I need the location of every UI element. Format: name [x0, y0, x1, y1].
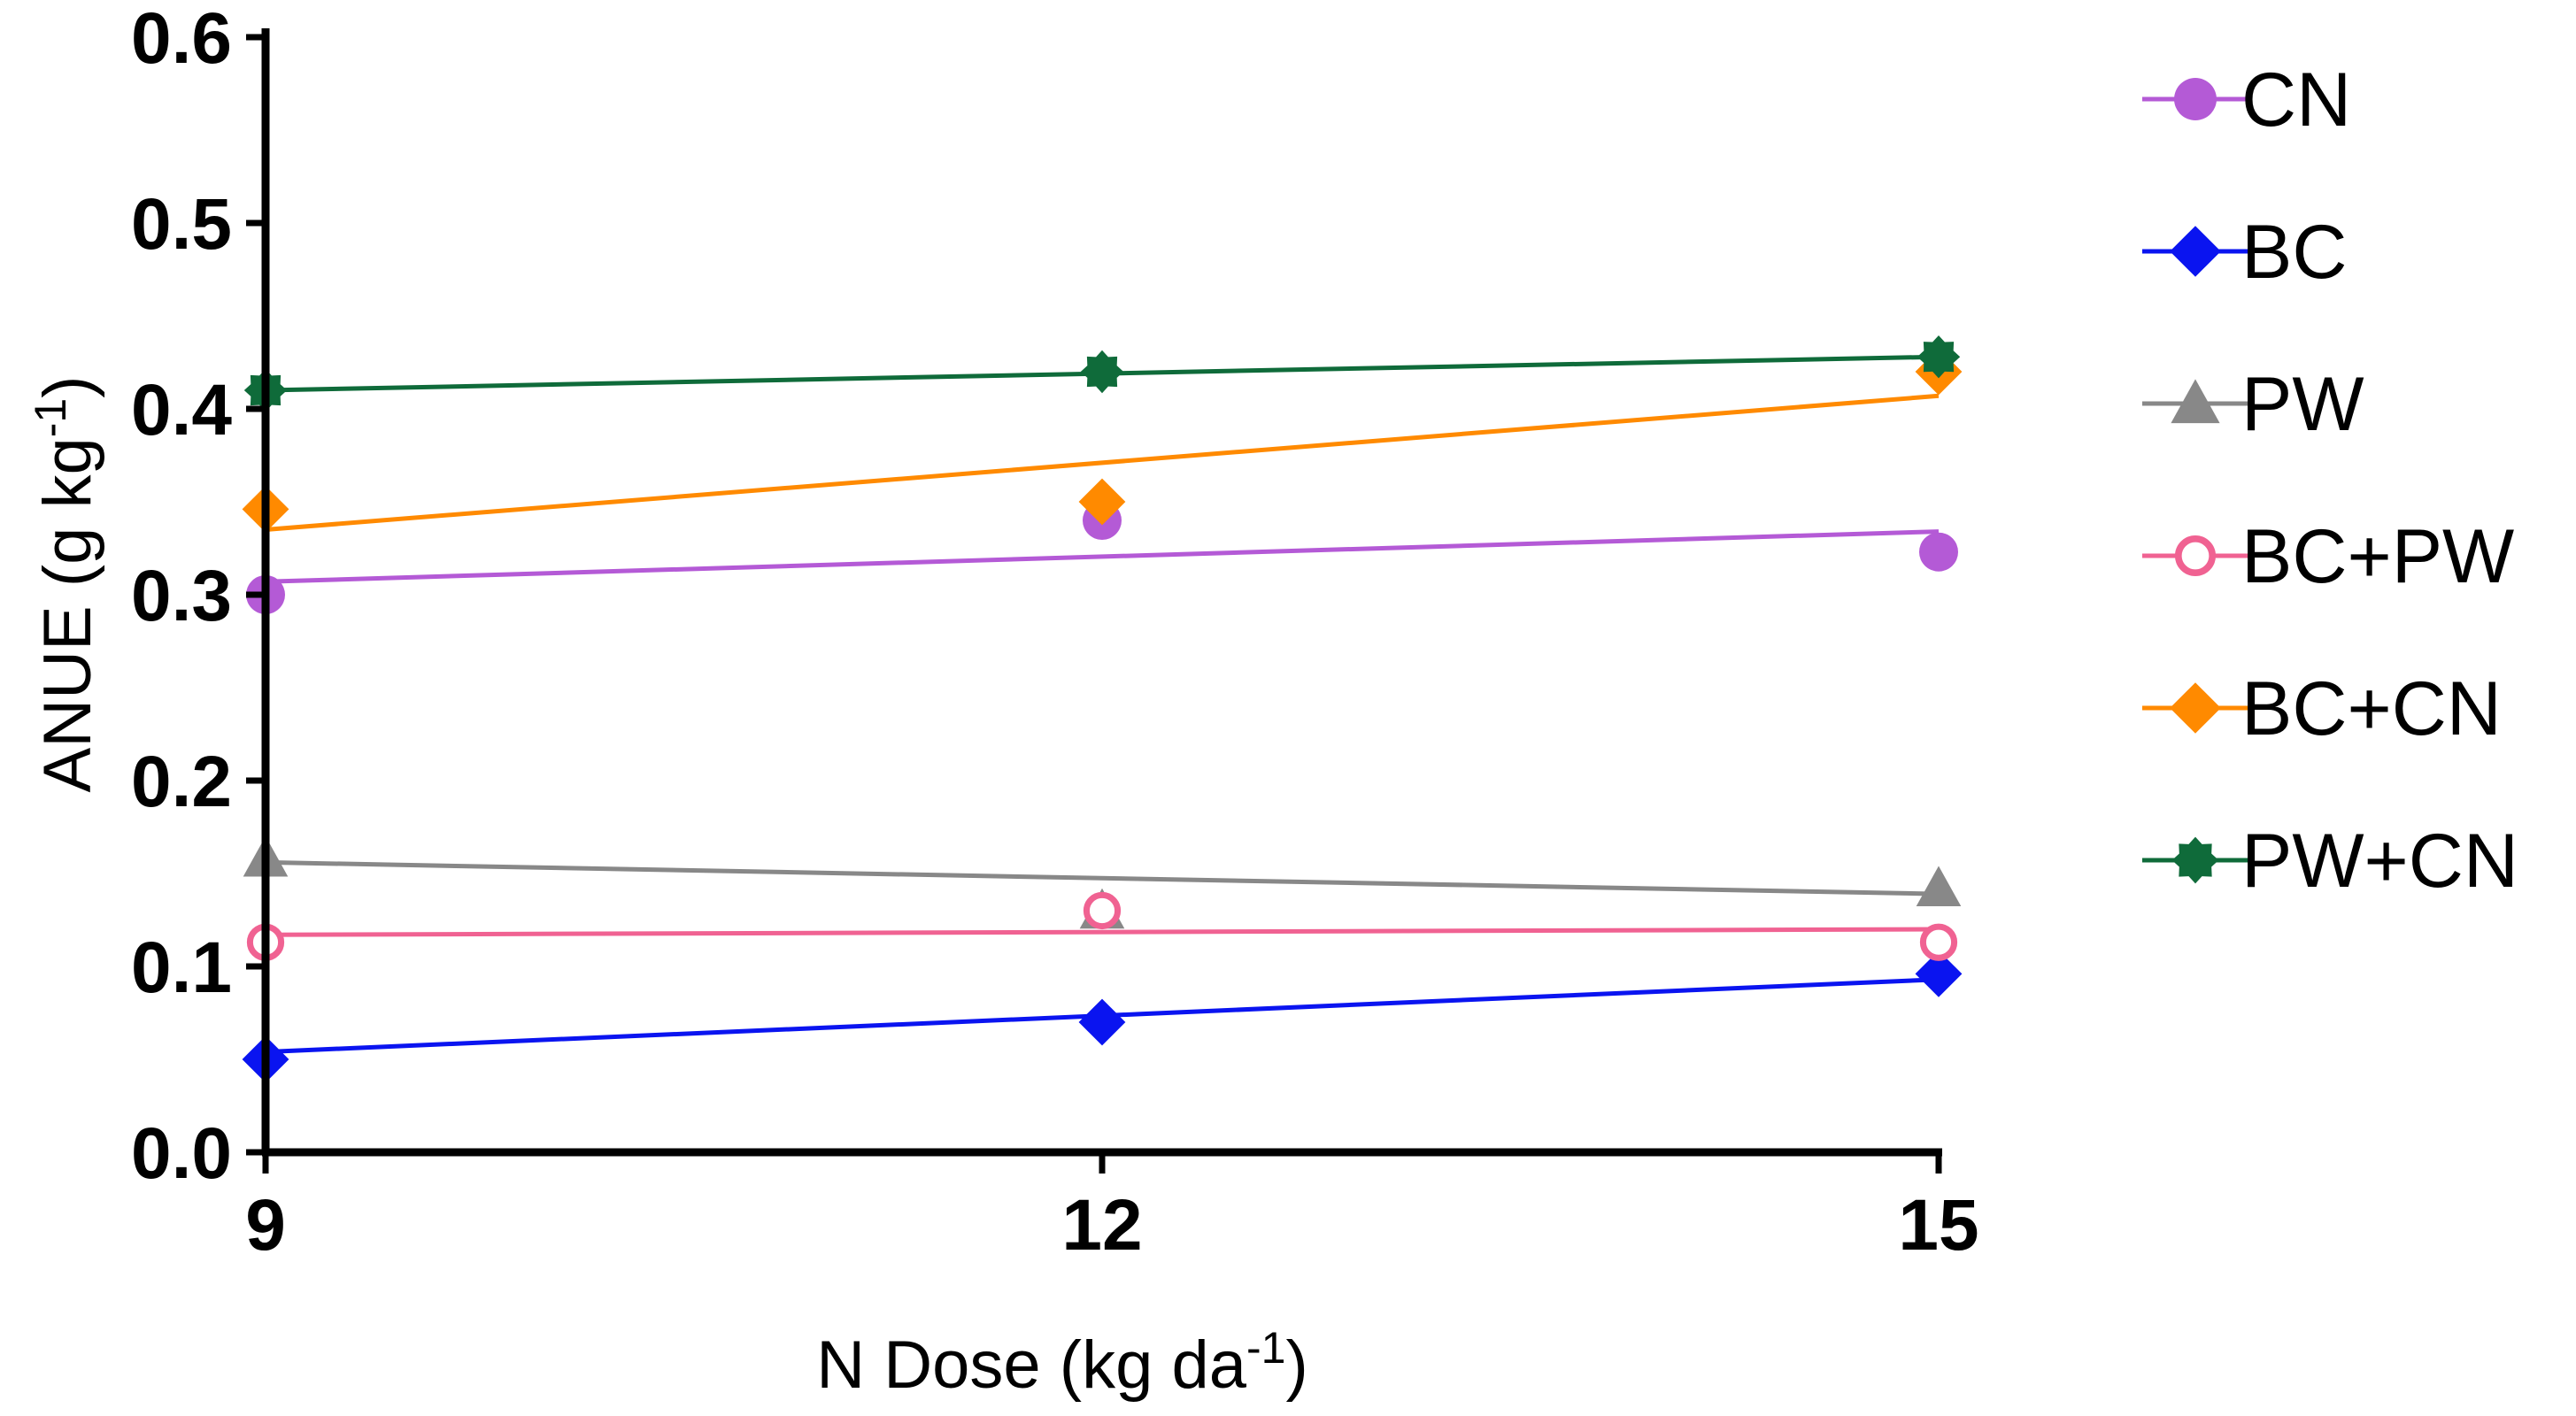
- legend-label-pw-plus-cn: PW+CN: [2241, 819, 2518, 904]
- y-tick-label: 0.5: [131, 184, 232, 265]
- legend-label-bc: BC: [2241, 210, 2347, 295]
- legend-label-bc-plus-pw: BC+PW: [2241, 514, 2514, 599]
- point-bc-12: [1078, 998, 1126, 1046]
- y-tick-label: 0.1: [131, 927, 232, 1008]
- legend-marker-bc-plus-cn: [2170, 682, 2221, 734]
- y-tick-label: 0.2: [131, 742, 232, 822]
- legend-marker-bc-plus-pw: [2174, 535, 2217, 577]
- y-tick-label: 0.3: [131, 556, 232, 636]
- y-axis-title: ANUE (g kg-1): [26, 375, 105, 792]
- y-tick-label: 0.4: [131, 370, 232, 450]
- legend-label-pw: PW: [2241, 362, 2364, 447]
- point-pw-plus-cn-12: [1080, 350, 1124, 394]
- x-axis-title: N Dose (kg da-1): [816, 1323, 1308, 1403]
- legend-label-bc-plus-cn: BC+CN: [2241, 666, 2502, 751]
- y-tick-label: 0.6: [131, 0, 232, 79]
- fit-line-cn: [265, 529, 1940, 584]
- fit-lines: [265, 354, 1940, 1055]
- point-cn-15: [1919, 532, 1958, 572]
- axes: [246, 28, 1942, 1174]
- point-bc-plus-pw-15: [1919, 923, 1958, 961]
- fit-line-bc-plus-pw: [265, 927, 1940, 937]
- point-pw-15: [1916, 866, 1962, 907]
- legend-marker-bc: [2170, 226, 2221, 277]
- data-markers: [242, 335, 1963, 1083]
- point-bc-plus-pw-12: [1083, 891, 1122, 930]
- y-tick-label: 0.0: [131, 1113, 232, 1194]
- x-tick-label: 15: [1898, 1185, 1978, 1266]
- legend: CN BC PW BC+PW BC+CN PW+CN: [2142, 58, 2518, 904]
- x-tick-labels: 9 12 15: [245, 1185, 1978, 1266]
- point-pw-plus-cn-15: [1917, 335, 1961, 379]
- legend-marker-cn: [2174, 78, 2217, 120]
- point-bc-plus-cn-12: [1078, 478, 1126, 526]
- legend-label-cn: CN: [2241, 58, 2351, 142]
- y-tick-labels: 0.0 0.1 0.2 0.3 0.4 0.5 0.6: [131, 0, 232, 1194]
- x-tick-label: 9: [245, 1185, 286, 1266]
- fit-line-pw: [265, 859, 1940, 897]
- x-tick-label: 12: [1061, 1185, 1142, 1266]
- fit-line-bc-plus-cn: [265, 393, 1940, 532]
- legend-marker-pw-plus-cn: [2171, 836, 2219, 884]
- point-bc-15: [1915, 950, 1963, 997]
- legend-marker-pw: [2171, 379, 2220, 424]
